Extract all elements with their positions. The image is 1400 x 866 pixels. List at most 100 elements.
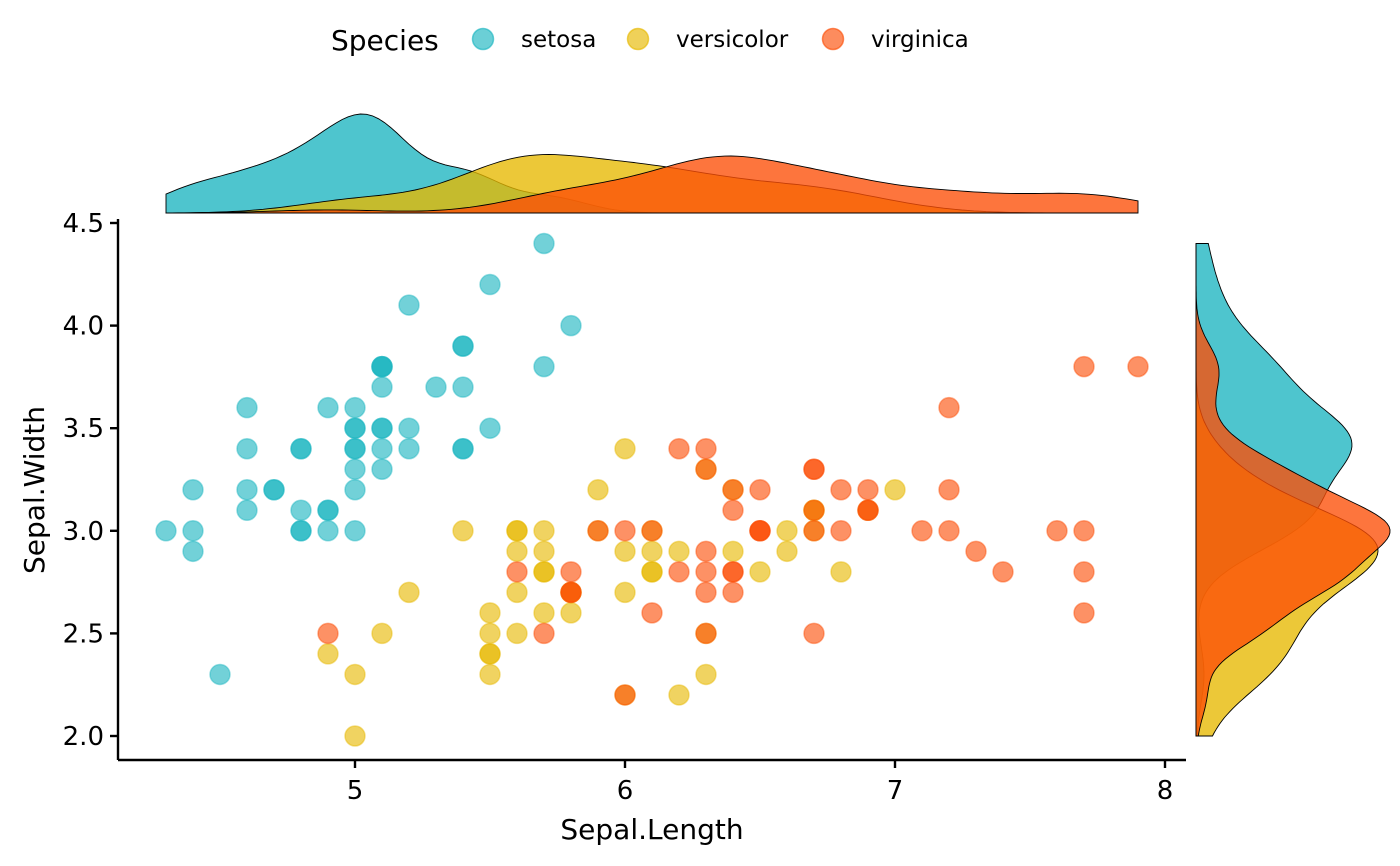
data-point-versicolor xyxy=(533,540,555,563)
x-axis-title: Sepal.Length xyxy=(560,813,743,846)
data-point-virginica xyxy=(695,540,717,563)
data-point-virginica xyxy=(668,437,690,460)
data-point-setosa xyxy=(371,458,393,480)
data-point-versicolor xyxy=(398,581,420,604)
data-point-virginica xyxy=(1046,520,1068,542)
data-point-virginica xyxy=(560,561,582,583)
data-point-virginica xyxy=(1073,355,1095,378)
data-point-setosa xyxy=(479,417,501,439)
data-point-virginica xyxy=(317,622,339,645)
data-point-setosa xyxy=(398,437,420,460)
data-point-versicolor xyxy=(479,602,501,624)
data-point-versicolor xyxy=(506,540,528,563)
data-point-versicolor xyxy=(749,561,771,583)
y-tick-label: 3.5 xyxy=(63,414,104,444)
data-point-setosa xyxy=(236,396,258,419)
data-point-setosa xyxy=(371,355,393,378)
data-point-virginica xyxy=(695,622,717,645)
data-point-virginica xyxy=(1073,561,1095,583)
y-axis-ticks: 2.0 2.5 3.0 3.5 4.0 4.5 xyxy=(63,209,118,752)
data-point-versicolor xyxy=(344,663,366,686)
data-point-versicolor xyxy=(506,581,528,604)
data-point-setosa xyxy=(155,520,177,542)
right-marginal-density xyxy=(1195,243,1391,737)
data-point-virginica xyxy=(560,581,582,604)
legend-title: Species xyxy=(331,24,439,57)
data-point-virginica xyxy=(911,520,933,542)
data-point-setosa xyxy=(344,437,366,460)
data-point-virginica xyxy=(803,499,825,522)
data-point-virginica xyxy=(749,520,771,542)
data-point-setosa xyxy=(317,499,339,522)
data-point-virginica xyxy=(965,540,987,563)
data-point-virginica xyxy=(722,581,744,604)
data-point-setosa xyxy=(290,520,312,542)
data-point-virginica xyxy=(803,622,825,645)
data-point-virginica xyxy=(722,561,744,583)
data-point-setosa xyxy=(560,314,582,337)
data-point-virginica xyxy=(506,561,528,583)
data-point-virginica xyxy=(830,479,852,501)
data-point-versicolor xyxy=(641,540,663,563)
y-tick-label: 4.5 xyxy=(63,209,104,239)
data-point-setosa xyxy=(344,479,366,501)
y-tick-label: 2.5 xyxy=(63,619,104,649)
x-tick-label: 8 xyxy=(1157,776,1174,806)
data-point-virginica xyxy=(857,499,879,522)
data-point-virginica xyxy=(722,499,744,522)
data-point-versicolor xyxy=(506,520,528,542)
data-point-setosa xyxy=(344,458,366,480)
data-point-versicolor xyxy=(371,622,393,645)
data-point-setosa xyxy=(182,540,204,563)
data-point-versicolor xyxy=(668,684,690,706)
data-point-versicolor xyxy=(344,725,366,747)
data-point-setosa xyxy=(371,376,393,398)
data-point-virginica xyxy=(722,479,744,501)
data-point-setosa xyxy=(344,417,366,439)
data-point-virginica xyxy=(695,437,717,460)
x-tick-label: 7 xyxy=(887,776,904,806)
data-point-versicolor xyxy=(317,643,339,665)
data-point-virginica xyxy=(668,561,690,583)
data-point-setosa xyxy=(398,294,420,316)
top-density-virginica xyxy=(165,155,1139,214)
legend-key-versicolor xyxy=(626,27,650,51)
data-point-versicolor xyxy=(695,663,717,686)
data-point-virginica xyxy=(803,458,825,480)
data-point-versicolor xyxy=(587,479,609,501)
x-tick-label: 5 xyxy=(347,776,364,806)
data-point-setosa xyxy=(290,499,312,522)
right-density-virginica xyxy=(1195,243,1391,737)
data-point-setosa xyxy=(263,479,285,501)
data-point-versicolor xyxy=(668,540,690,563)
data-point-setosa xyxy=(533,355,555,378)
data-point-virginica xyxy=(641,520,663,542)
data-point-setosa xyxy=(425,376,447,398)
data-point-virginica xyxy=(695,458,717,480)
legend-key-setosa xyxy=(471,27,495,51)
data-point-virginica xyxy=(1073,520,1095,542)
data-point-setosa xyxy=(290,437,312,460)
data-point-versicolor xyxy=(506,622,528,645)
data-point-setosa xyxy=(452,437,474,460)
data-point-setosa xyxy=(182,479,204,501)
data-point-virginica xyxy=(803,520,825,542)
data-point-versicolor xyxy=(452,520,474,542)
top-marginal-density xyxy=(165,113,1139,214)
x-axis-ticks: 5 6 7 8 xyxy=(347,760,1174,806)
data-point-virginica xyxy=(749,479,771,501)
data-point-virginica xyxy=(938,479,960,501)
legend-label-virginica: virginica xyxy=(871,27,969,53)
axes: 5 6 7 8 2.0 2.5 3.0 3.5 4.0 4.5 xyxy=(63,209,1186,806)
data-point-versicolor xyxy=(614,581,636,604)
data-point-versicolor xyxy=(479,663,501,686)
y-tick-label: 4.0 xyxy=(63,312,104,342)
x-tick-label: 6 xyxy=(617,776,634,806)
data-point-setosa xyxy=(452,335,474,357)
y-axis-title: Sepal.Width xyxy=(18,406,51,574)
data-point-versicolor xyxy=(479,643,501,665)
data-point-virginica xyxy=(614,520,636,542)
legend-key-virginica xyxy=(821,27,845,51)
data-point-virginica xyxy=(938,396,960,419)
